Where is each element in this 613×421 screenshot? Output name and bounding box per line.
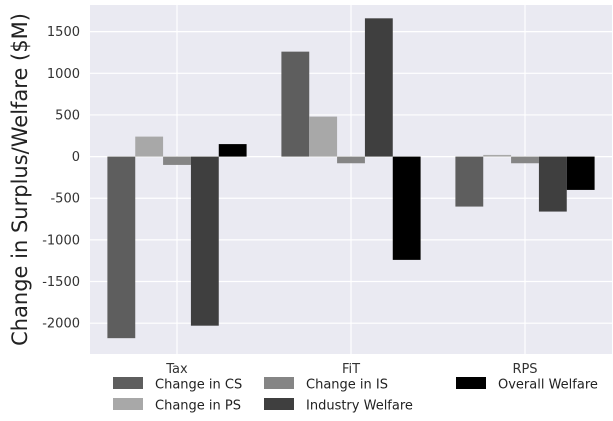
x-axis-ticks: Tax FiT RPS <box>165 362 537 377</box>
bar-rps-overall-welfare <box>566 156 595 190</box>
x-tick-label: Tax <box>165 362 188 377</box>
y-tick-label: -500 <box>50 192 80 207</box>
bar-rps-change-in-cs <box>455 156 484 207</box>
y-tick-label: -1000 <box>42 233 80 248</box>
y-tick-label: 500 <box>55 108 80 123</box>
legend-swatch-industry-welfare <box>264 398 294 410</box>
x-tick-label: FiT <box>342 362 360 377</box>
y-tick-label: -2000 <box>42 317 80 332</box>
bar-rps-change-in-ps <box>483 154 512 157</box>
x-tick-label: RPS <box>512 362 537 377</box>
bar-fit-overall-welfare <box>392 156 421 260</box>
bar-fit-change-in-ps <box>309 116 338 157</box>
legend-swatch-overall-welfare <box>456 377 486 389</box>
legend-label-change-in-is: Change in IS <box>306 378 388 393</box>
bar-fit-change-in-is <box>337 156 365 164</box>
legend-label-change-in-ps: Change in PS <box>155 399 241 414</box>
y-tick-label: 0 <box>72 150 80 165</box>
legend-swatch-change-in-cs <box>113 377 143 389</box>
y-axis-ticks: 1500 1000 500 0 -500 -1000 -1500 -2000 <box>42 25 80 332</box>
legend-swatch-change-in-ps <box>113 398 143 410</box>
bar-tax-overall-welfare <box>218 144 247 157</box>
bar-rps-industry-welfare <box>538 156 567 212</box>
y-tick-label: 1000 <box>47 67 80 82</box>
bar-tax-change-in-cs <box>107 156 136 339</box>
bar-tax-industry-welfare <box>190 156 219 326</box>
legend-label-overall-welfare: Overall Welfare <box>498 378 598 393</box>
legend-label-change-in-cs: Change in CS <box>155 378 242 393</box>
bar-tax-change-in-is <box>163 156 191 165</box>
y-tick-label: -1500 <box>42 275 80 290</box>
y-axis-label: Change in Surplus/Welfare ($M) <box>8 13 32 346</box>
bar-fit-industry-welfare <box>364 18 393 157</box>
grid-lines <box>90 5 612 354</box>
legend-label-industry-welfare: Industry Welfare <box>306 399 413 414</box>
y-tick-label: 1500 <box>47 25 80 40</box>
bars <box>107 18 595 339</box>
legend: Change in CS Change in PS Change in IS Indu… <box>113 377 598 414</box>
bar-rps-change-in-is <box>511 156 539 164</box>
bar-tax-change-in-ps <box>135 136 164 157</box>
legend-swatch-change-in-is <box>264 377 294 389</box>
bar-fit-change-in-cs <box>281 51 310 157</box>
